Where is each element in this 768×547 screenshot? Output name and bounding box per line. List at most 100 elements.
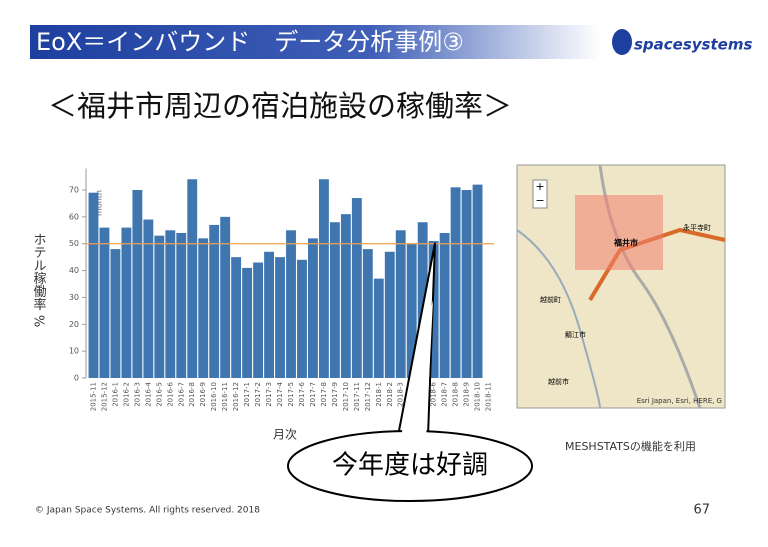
x-axis-label: 月次 (273, 428, 297, 442)
bar (472, 184, 483, 378)
zoom-in[interactable]: + (535, 180, 544, 193)
y-tick-label: 0 (74, 374, 79, 383)
x-tick-label: 2017-9 (331, 382, 339, 407)
bar (110, 249, 121, 378)
bar (461, 190, 472, 378)
header-title: EoX＝インバウンド データ分析事例③ (36, 28, 464, 56)
y-axis-label: ホテル稼働率 % (31, 233, 47, 328)
x-tick-label: 2017-10 (342, 382, 350, 411)
map-highlight (575, 195, 663, 270)
callout: 今年度は好調 (287, 242, 533, 502)
bar (231, 257, 242, 378)
page-number: 67 (693, 503, 710, 518)
x-tick-label: 2017-2 (254, 382, 262, 407)
y-tick-label: 20 (69, 320, 79, 329)
bar (176, 232, 187, 378)
x-tick-label: 2017-3 (265, 382, 273, 407)
bar (275, 257, 285, 378)
bar (209, 224, 220, 378)
x-tick-label: 2016-4 (144, 381, 152, 406)
bar (340, 214, 351, 378)
bar (165, 230, 176, 378)
y-unit: month (95, 190, 104, 216)
map-label: 福井市 (613, 238, 638, 248)
x-tick-label: 2017-11 (353, 382, 361, 411)
x-tick-label: 2017-8 (320, 382, 328, 407)
x-tick-label: 2017-4 (276, 381, 284, 406)
x-tick-label: 2016-10 (210, 382, 218, 411)
x-tick-label: 2017-1 (243, 382, 251, 407)
bar (450, 187, 461, 378)
bar (395, 230, 406, 378)
x-tick-label: 2017-5 (287, 382, 295, 407)
x-tick-label: 2017-6 (298, 381, 306, 406)
map: + − 福井市 永平寺町 越前町 鯖江市 越前市 Esri Japan, Esr… (516, 164, 726, 409)
x-tick-label: 2016-3 (133, 382, 141, 407)
x-tick-label: 2016-11 (221, 382, 229, 411)
slide-title: ＜福井市周辺の宿泊施設の稼働率＞ (48, 89, 512, 123)
x-tick-label: 2016-12 (232, 382, 240, 411)
y-tick-label: 40 (69, 266, 79, 275)
bar (121, 227, 132, 378)
bar (406, 243, 417, 378)
bar (264, 251, 274, 378)
logo-mark (612, 29, 632, 55)
callout-seam (400, 300, 433, 440)
map-attribution: Esri Japan, Esri, HERE, G (637, 397, 722, 405)
map-caption: MESHSTATSの機能を利用 (565, 439, 696, 453)
x-tick-label: 2018-6 (430, 381, 438, 406)
x-tick-label: 2018-2 (386, 382, 394, 407)
header-bar (30, 25, 600, 59)
y-tick-label: 10 (69, 347, 79, 356)
map-river (516, 229, 601, 409)
x-tick-label: 2016-1 (111, 382, 119, 407)
bar (132, 190, 143, 378)
bar (439, 232, 450, 378)
bar (318, 179, 329, 378)
bar (384, 251, 395, 378)
bar (143, 219, 154, 378)
map-label: 越前市 (548, 377, 569, 386)
bar (329, 222, 340, 378)
x-tick-label: 2016-6 (166, 381, 174, 406)
bar (417, 222, 428, 378)
x-tick-label: 2017-12 (364, 382, 372, 411)
x-tick-label: 2016-5 (155, 382, 163, 407)
x-tick-label: 2018-9 (463, 382, 471, 407)
x-tick-label: 2018-8 (452, 382, 460, 407)
x-tick-label: 2018-3 (397, 382, 405, 407)
x-tick-label: 2016-9 (199, 382, 207, 407)
bar (220, 216, 231, 378)
bar (187, 179, 198, 378)
zoom-out[interactable]: − (535, 194, 544, 207)
bar (373, 278, 384, 378)
bar (428, 241, 439, 378)
copyright: © Japan Space Systems. All rights reserv… (35, 506, 260, 516)
x-tick-label: 2017-7 (309, 382, 317, 407)
callout-text: 今年度は好調 (332, 451, 488, 481)
bar (198, 238, 209, 378)
y-tick-label: 30 (69, 293, 79, 302)
bar (88, 192, 99, 378)
x-tick-label: 2016-8 (188, 382, 196, 407)
bar (362, 249, 373, 378)
y-tick-label: 50 (69, 239, 79, 248)
map-label: 永平寺町 (683, 223, 711, 232)
bar (242, 267, 253, 378)
x-tick-label: 2016-7 (177, 382, 185, 407)
x-tick-label: 2015-12 (100, 382, 108, 411)
y-tick-label: 70 (69, 186, 79, 195)
x-tick-label: 2018-11 (485, 382, 493, 411)
bar (351, 198, 362, 378)
x-tick-label: 2016-2 (122, 382, 130, 407)
bar (99, 227, 110, 378)
zoom-control[interactable] (532, 179, 548, 209)
x-tick-label: 2018-10 (474, 382, 482, 411)
y-tick-label: 60 (69, 212, 79, 221)
map-label: 鯖江市 (565, 330, 586, 339)
x-tick-label: 2018-7 (441, 382, 449, 407)
bar (286, 230, 296, 378)
map-label: 越前町 (540, 295, 561, 304)
x-tick-label: 2015-11 (89, 382, 97, 411)
